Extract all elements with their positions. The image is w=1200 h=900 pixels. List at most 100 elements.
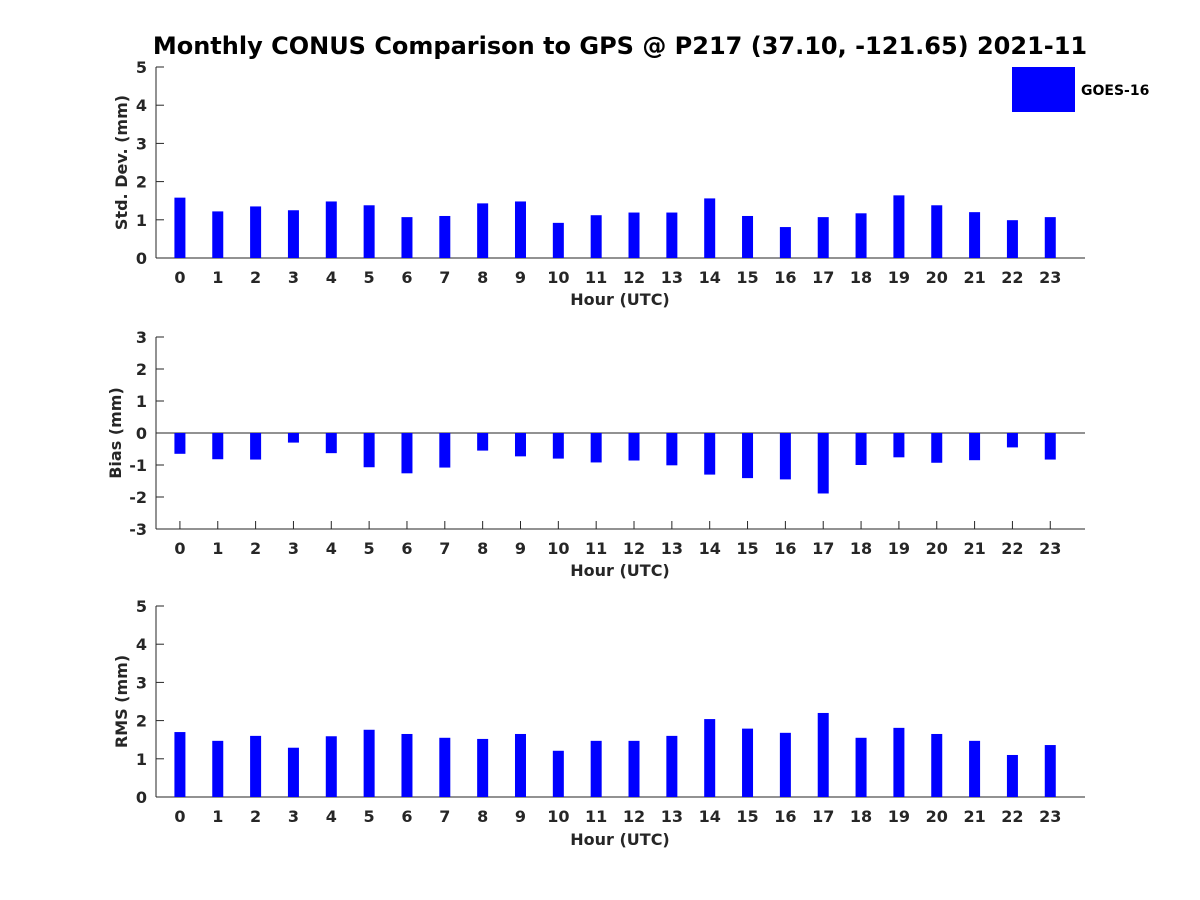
- rms-ytick-label: 4: [136, 635, 147, 654]
- rms-ytick-label: 1: [136, 750, 147, 769]
- bias-bar: [1006, 433, 1018, 448]
- rms-xtick-label: 14: [699, 807, 721, 826]
- bias-ytick-label: 1: [136, 392, 147, 411]
- rms-xtick-label: 8: [477, 807, 488, 826]
- rms-ytick-label: 5: [136, 597, 147, 616]
- bias-xtick-label: 8: [477, 539, 488, 558]
- bias-x-axis-label: Hour (UTC): [570, 561, 670, 580]
- rms-bar: [212, 740, 224, 797]
- std-dev-xtick-label: 16: [774, 268, 796, 287]
- std-dev-xtick-label: 15: [736, 268, 758, 287]
- rms-xtick-label: 15: [736, 807, 758, 826]
- bias-bar: [514, 433, 526, 457]
- bias-ytick-label: -3: [129, 520, 147, 539]
- std-dev-xtick-label: 4: [326, 268, 337, 287]
- std-dev-xtick-label: 1: [212, 268, 223, 287]
- std-dev-bar: [628, 212, 640, 258]
- bias-ytick-label: -2: [129, 488, 147, 507]
- std-dev-bar: [250, 206, 262, 258]
- bias-xtick-label: 21: [963, 539, 985, 558]
- std-dev-bar: [1006, 220, 1018, 258]
- bias-ytick-label: 0: [136, 424, 147, 443]
- rms-xtick-label: 18: [850, 807, 872, 826]
- rms-xtick-label: 23: [1039, 807, 1061, 826]
- bias-xtick-label: 2: [250, 539, 261, 558]
- bias-bar: [817, 433, 829, 494]
- bias-bar: [401, 433, 413, 474]
- std-dev-ytick-label: 3: [136, 134, 147, 153]
- std-dev-bar: [704, 198, 716, 258]
- rms-bar: [893, 727, 905, 797]
- rms-xtick-label: 3: [288, 807, 299, 826]
- bias-xtick-label: 19: [888, 539, 910, 558]
- bias-ytick-label: 3: [136, 328, 147, 347]
- bias-bar: [666, 433, 678, 466]
- rms-ytick-label: 0: [136, 788, 147, 807]
- std-dev-bar: [969, 212, 981, 258]
- rms-ytick-label: 2: [136, 712, 147, 731]
- bias-xtick-label: 15: [736, 539, 758, 558]
- std-dev-bar: [1044, 217, 1056, 258]
- std-dev-xtick-label: 2: [250, 268, 261, 287]
- bias-xtick-label: 7: [439, 539, 450, 558]
- rms-xtick-label: 22: [1001, 807, 1023, 826]
- bias-bar: [855, 433, 867, 465]
- rms-xtick-label: 11: [585, 807, 607, 826]
- rms-xtick-label: 13: [661, 807, 683, 826]
- bias-xtick-label: 17: [812, 539, 834, 558]
- rms-bar: [363, 729, 375, 797]
- std-dev-bar: [893, 195, 905, 258]
- rms-xtick-label: 2: [250, 807, 261, 826]
- bias-xtick-label: 0: [174, 539, 185, 558]
- rms-bar: [439, 737, 451, 797]
- bias-xtick-label: 4: [326, 539, 337, 558]
- std-dev-bar: [666, 212, 678, 258]
- bias-bar: [779, 433, 791, 480]
- std-dev-bar: [174, 197, 186, 258]
- rms-bar: [855, 737, 867, 797]
- std-dev-y-axis-label: Std. Dev. (mm): [112, 95, 131, 230]
- std-dev-xtick-label: 10: [547, 268, 569, 287]
- rms-ytick-label: 3: [136, 673, 147, 692]
- bias-bar: [969, 433, 981, 461]
- std-dev-xtick-label: 14: [699, 268, 721, 287]
- std-dev-xtick-label: 18: [850, 268, 872, 287]
- std-dev-bar: [477, 203, 489, 258]
- bias-xtick-label: 20: [926, 539, 948, 558]
- std-dev-bar: [931, 205, 943, 258]
- std-dev-ytick-label: 1: [136, 211, 147, 230]
- bias-bar: [704, 433, 716, 475]
- legend: GOES-16: [1012, 67, 1149, 112]
- std-dev-xtick-label: 22: [1001, 268, 1023, 287]
- std-dev-ytick-label: 5: [136, 58, 147, 77]
- std-dev-bar: [325, 201, 337, 258]
- std-dev-xtick-label: 0: [174, 268, 185, 287]
- rms-bar: [1044, 745, 1056, 797]
- rms-xtick-label: 6: [401, 807, 412, 826]
- bias-ytick-label: 2: [136, 360, 147, 379]
- std-dev-bar: [552, 222, 564, 258]
- rms-bar: [931, 733, 943, 797]
- std-dev-xtick-label: 3: [288, 268, 299, 287]
- rms-xtick-label: 12: [623, 807, 645, 826]
- bias-xtick-label: 3: [288, 539, 299, 558]
- std-dev-bar: [287, 210, 299, 258]
- rms-bar: [401, 733, 413, 797]
- rms-xtick-label: 4: [326, 807, 337, 826]
- bias-bar: [174, 433, 186, 454]
- bias-xtick-label: 16: [774, 539, 796, 558]
- bias-xtick-label: 22: [1001, 539, 1023, 558]
- bias-xtick-label: 6: [401, 539, 412, 558]
- std-dev-bar: [514, 201, 526, 258]
- std-dev-xtick-label: 5: [364, 268, 375, 287]
- rms-bar: [590, 740, 602, 797]
- rms-xtick-label: 0: [174, 807, 185, 826]
- rms-xtick-label: 7: [439, 807, 450, 826]
- std-dev-x-axis-label: Hour (UTC): [570, 290, 670, 309]
- std-dev-xtick-label: 11: [585, 268, 607, 287]
- std-dev-xtick-label: 9: [515, 268, 526, 287]
- bias-bar: [363, 433, 375, 468]
- rms-bar: [704, 719, 716, 797]
- rms-bar: [250, 735, 262, 797]
